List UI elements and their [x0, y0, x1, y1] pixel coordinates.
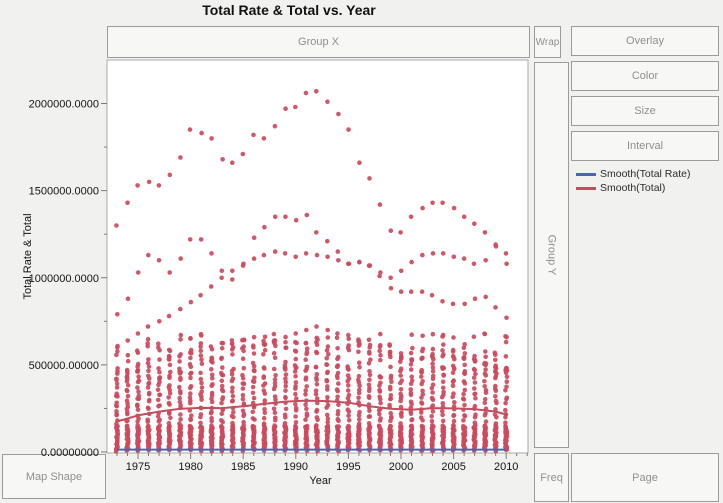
legend: Smooth(Total Rate) Smooth(Total) [576, 167, 690, 195]
color-zone-label: Color [631, 70, 659, 82]
data-points [113, 89, 510, 454]
interval-zone[interactable]: Interval [571, 131, 719, 161]
color-zone[interactable]: Color [571, 61, 719, 91]
y-tick-label: 1500000.0000 [29, 186, 99, 198]
y-tick-label: 2000000.0000 [29, 99, 99, 111]
x-tick-label: 1985 [231, 461, 255, 473]
interval-zone-label: Interval [626, 140, 664, 152]
x-tick-label: 1980 [178, 461, 202, 473]
y-tick-label: 0.00000000 [41, 447, 99, 459]
group-x-zone[interactable]: Group X [107, 26, 530, 58]
y-tick-label: 500000.00000 [29, 360, 99, 372]
graph-title: Total Rate & Total vs. Year [202, 2, 376, 18]
x-tick-label: 1990 [284, 461, 308, 473]
group-x-zone-label: Group X [298, 36, 339, 48]
x-tick-label: 2000 [389, 461, 413, 473]
legend-item-smooth-total[interactable]: Smooth(Total) [576, 181, 690, 195]
x-tick-label: 2005 [441, 461, 465, 473]
scatter-plot[interactable]: 0.00000000 500000.00000 1000000.0000 150000… [20, 55, 535, 485]
page-zone-label: Page [632, 471, 658, 484]
y-tick-label: 1000000.0000 [29, 273, 99, 285]
map-shape-zone-label: Map Shape [25, 470, 83, 483]
y-axis-title: Total Rate & Total [22, 213, 34, 299]
wrap-zone-label: Wrap [535, 36, 560, 48]
x-tick-label: 2010 [494, 461, 518, 473]
wrap-zone[interactable]: Wrap [534, 26, 561, 58]
legend-label: Smooth(Total Rate) [600, 168, 691, 180]
x-tick-label: 1975 [126, 461, 150, 473]
x-tick-label: 1995 [336, 461, 360, 473]
page-zone[interactable]: Page [571, 453, 719, 502]
legend-item-smooth-total-rate[interactable]: Smooth(Total Rate) [576, 167, 690, 181]
map-shape-zone[interactable]: Map Shape [2, 454, 106, 499]
freq-zone[interactable]: Freq [534, 453, 569, 502]
smooth-total-line [116, 399, 508, 423]
smooth-total-line-swatch [576, 186, 596, 190]
smooth-total-rate-line-swatch [576, 172, 596, 176]
overlay-zone[interactable]: Overlay [571, 26, 719, 56]
x-axis-title: Year [309, 475, 332, 485]
group-y-zone[interactable]: Group Y [534, 62, 569, 448]
group-y-zone-label: Group Y [545, 234, 558, 276]
size-zone[interactable]: Size [571, 96, 719, 126]
freq-zone-label: Freq [540, 471, 563, 484]
size-zone-label: Size [634, 105, 656, 117]
overlay-zone-label: Overlay [626, 35, 664, 47]
legend-label: Smooth(Total) [600, 182, 666, 194]
